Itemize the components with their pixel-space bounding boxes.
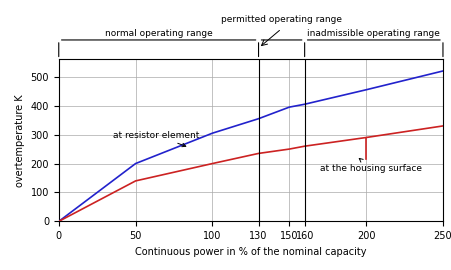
Y-axis label: overtemperature K: overtemperature K xyxy=(15,94,25,187)
Text: normal operating range: normal operating range xyxy=(105,29,212,38)
X-axis label: Continuous power in % of the nominal capacity: Continuous power in % of the nominal cap… xyxy=(135,247,366,257)
Text: at the housing surface: at the housing surface xyxy=(319,158,421,173)
Text: at resistor element: at resistor element xyxy=(112,130,198,147)
Text: permitted operating range: permitted operating range xyxy=(221,15,341,24)
Text: inadmissible operating range: inadmissible operating range xyxy=(307,29,439,38)
